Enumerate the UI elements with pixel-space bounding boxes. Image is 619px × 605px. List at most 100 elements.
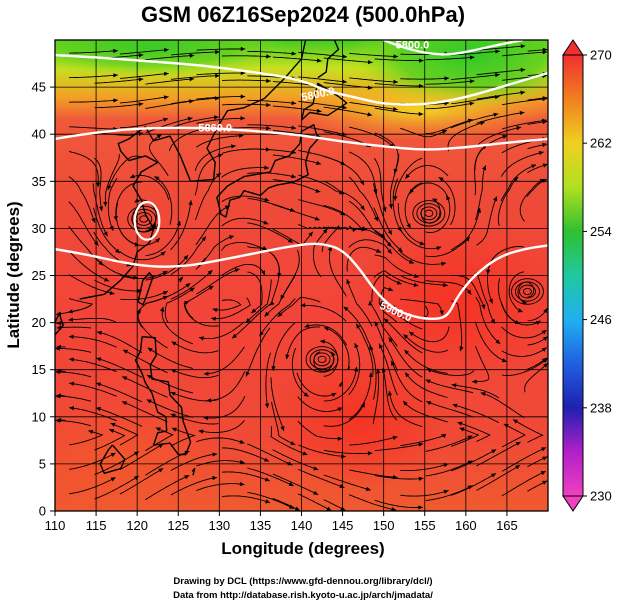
streamline — [451, 96, 500, 105]
streamline-arrow — [69, 381, 74, 386]
credit-data: Data from http://database.rish.kyoto-u.a… — [173, 590, 433, 601]
streamline — [170, 97, 220, 105]
streamline — [272, 154, 322, 165]
streamline-arrow — [159, 306, 165, 312]
streamline-arrow — [211, 316, 216, 322]
streamline-arrow — [122, 376, 128, 381]
streamline-arrow — [110, 452, 116, 457]
streamline — [170, 51, 220, 56]
streamline — [426, 400, 474, 418]
y-axis-label: Latitude (degrees) — [4, 201, 23, 348]
streamline — [194, 153, 223, 196]
streamline — [323, 204, 367, 230]
streamline — [452, 404, 499, 423]
streamline-arrow — [353, 366, 359, 372]
streamline — [438, 176, 456, 226]
streamline-arrow — [543, 308, 548, 314]
streamline — [349, 151, 378, 194]
streamline — [348, 176, 379, 222]
streamline — [475, 272, 496, 324]
streamline — [247, 50, 297, 55]
streamline — [145, 100, 194, 109]
streamline — [348, 372, 372, 420]
streamline-arrow — [396, 280, 402, 285]
streamline — [196, 437, 245, 444]
streamline — [475, 165, 487, 221]
streamline-arrow — [238, 133, 244, 138]
streamline — [247, 172, 297, 178]
streamline — [394, 157, 423, 201]
streamline — [405, 165, 449, 179]
streamline-arrow — [520, 90, 526, 95]
streamline-arrow — [542, 480, 548, 485]
streamline-arrow — [326, 506, 332, 511]
streamline-arrow — [147, 347, 153, 353]
streamline — [94, 103, 144, 109]
streamline — [501, 423, 526, 448]
streamline — [272, 322, 296, 371]
vortex-ring — [519, 284, 536, 299]
streamline — [194, 172, 222, 221]
streamline — [183, 300, 219, 327]
streamline — [374, 321, 399, 371]
streamline-arrow — [419, 241, 425, 246]
streamline-arrow — [342, 54, 348, 59]
streamline-arrow — [240, 116, 245, 121]
streamline — [476, 111, 525, 124]
streamline — [476, 45, 526, 51]
streamline — [170, 75, 220, 80]
streamline — [381, 300, 423, 330]
streamline-arrow — [229, 235, 234, 240]
streamline-arrow — [403, 334, 409, 339]
streamline-arrow — [264, 197, 270, 202]
streamline-arrow — [163, 117, 169, 122]
streamline — [94, 475, 140, 500]
streamline-arrow — [346, 279, 351, 285]
streamline — [369, 345, 377, 400]
streamline — [170, 200, 192, 251]
height-contour — [383, 40, 524, 56]
x-tick-label: 130 — [208, 518, 230, 533]
streamline — [149, 134, 169, 177]
streamline — [221, 471, 270, 482]
streamline — [346, 278, 373, 327]
streamline — [196, 48, 246, 51]
vortex-ring — [511, 278, 544, 305]
streamline — [323, 180, 366, 211]
streamline — [403, 333, 449, 353]
streamline — [247, 148, 297, 154]
streamline — [104, 153, 120, 207]
streamline-arrow — [360, 205, 365, 211]
streamline-arrow — [68, 317, 74, 322]
streamline — [425, 379, 474, 394]
streamline — [164, 287, 195, 324]
streamline — [404, 349, 448, 374]
streamline — [457, 421, 491, 442]
streamline-arrow — [136, 309, 142, 314]
warm-region-east — [350, 220, 548, 380]
streamline — [355, 323, 374, 376]
x-tick-label: 120 — [126, 518, 148, 533]
streamline — [272, 56, 322, 62]
streamline-arrow — [444, 76, 450, 81]
streamline-arrow — [542, 336, 548, 341]
streamline-arrow — [452, 403, 458, 408]
streamline — [145, 54, 195, 61]
streamline-arrow — [113, 48, 118, 54]
streamline — [425, 119, 473, 134]
streamline-arrow — [405, 173, 410, 179]
credit-drawing: Drawing by DCL (https://www.gfd-dennou.o… — [173, 576, 432, 587]
y-tick-label: 40 — [32, 127, 46, 142]
streamline — [272, 105, 322, 112]
streamline-arrow — [459, 427, 465, 432]
streamline-arrow — [409, 188, 414, 194]
streamline — [450, 207, 481, 251]
vortex-ring — [305, 346, 339, 373]
streamline-arrow — [520, 67, 526, 73]
streamline-arrow — [391, 507, 397, 511]
streamline-arrow — [387, 391, 393, 396]
streamline — [270, 426, 308, 456]
streamline-arrow — [264, 311, 270, 317]
streamline-arrow — [160, 251, 166, 256]
